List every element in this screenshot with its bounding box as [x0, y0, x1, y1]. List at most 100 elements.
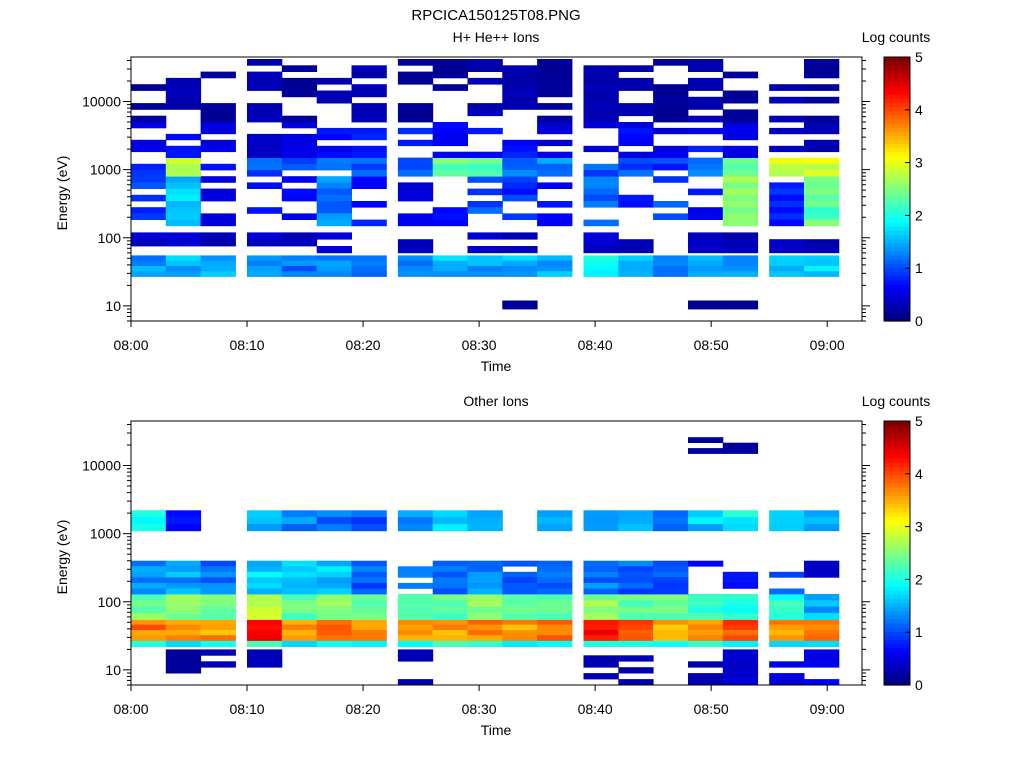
heatmap-cell — [200, 661, 236, 668]
colorbar-swatch — [884, 77, 910, 83]
heatmap-cell — [397, 219, 434, 227]
heatmap-cell — [131, 594, 167, 601]
heatmap-cell — [432, 640, 468, 647]
colorbar-swatch — [884, 425, 910, 430]
colorbar-tick-label: 4 — [915, 466, 923, 482]
heatmap-cell — [397, 59, 434, 66]
heatmap-cell — [397, 594, 434, 601]
heatmap-cell — [397, 127, 434, 135]
heatmap-cell — [804, 640, 840, 647]
heatmap-cell — [804, 170, 840, 177]
heatmap-cell — [804, 619, 840, 626]
heatmap-cell — [432, 560, 468, 567]
colorbar-swatch — [884, 102, 910, 108]
heatmap-cell — [537, 606, 573, 614]
heatmap-cell — [432, 65, 468, 72]
heatmap-cell — [583, 594, 619, 601]
heatmap-cells — [131, 437, 840, 686]
heatmap-cell — [247, 661, 283, 668]
heatmap-cell — [804, 188, 840, 196]
heatmap-cell — [397, 655, 434, 662]
colorbar-swatch — [884, 524, 910, 529]
heatmap-cell — [397, 613, 434, 620]
colorbar-swatch — [884, 643, 910, 649]
heatmap-cell — [502, 96, 538, 104]
heatmap-cell — [502, 571, 538, 578]
heatmap-cell — [583, 582, 619, 589]
heatmap-cell — [618, 266, 654, 272]
colorbar-swatch — [884, 98, 910, 103]
heatmap-cell — [351, 510, 387, 518]
heatmap-cell — [502, 139, 538, 147]
heatmap-cell — [583, 510, 619, 518]
heatmap-cell — [247, 606, 283, 614]
heatmap-cell — [467, 201, 503, 208]
heatmap-cell — [769, 84, 805, 91]
heatmap-cell — [804, 59, 840, 66]
heatmap-cell — [131, 577, 167, 584]
heatmap-cell — [432, 207, 468, 214]
y-tick-label: 10000 — [82, 458, 121, 474]
heatmap-cell — [432, 613, 468, 620]
heatmap-cell — [722, 640, 759, 647]
heatmap-cell — [722, 510, 759, 518]
heatmap-cell — [688, 59, 724, 66]
colorbar-tick-label: 5 — [915, 49, 923, 65]
heatmap-cell — [769, 213, 805, 220]
heatmap-cell — [467, 176, 503, 183]
heatmap-cell — [653, 115, 689, 123]
heatmap-cell — [165, 201, 202, 208]
heatmap-cell — [281, 624, 318, 631]
heatmap-cell — [583, 232, 619, 240]
heatmap-cell — [165, 271, 202, 277]
heatmap-cell — [316, 90, 352, 98]
heatmap-cell — [351, 566, 387, 573]
heatmap-cell — [165, 133, 202, 141]
heatmap-cell — [769, 661, 805, 668]
heatmap-cell — [502, 582, 538, 589]
heatmap-cell — [804, 163, 840, 171]
colorbar-swatch — [884, 213, 910, 219]
heatmap-cell — [351, 84, 387, 91]
colorbar-swatch — [884, 487, 910, 492]
heatmap-cell — [397, 271, 434, 277]
heatmap-cell — [769, 600, 805, 608]
heatmap-cell — [165, 188, 202, 196]
colorbar-swatch — [884, 61, 910, 66]
heatmap-cell — [165, 667, 202, 674]
heatmap-cell — [351, 266, 387, 272]
colorbar-swatch — [884, 482, 910, 488]
heatmap-cell — [804, 122, 840, 129]
heatmap-cell — [804, 213, 840, 220]
heatmap-cell — [281, 560, 318, 567]
heatmap-cell — [131, 103, 167, 110]
colorbar-swatch — [884, 598, 910, 604]
heatmap-cell — [502, 588, 538, 595]
heatmap-cell — [688, 606, 724, 614]
colorbar-swatch — [884, 135, 910, 141]
heatmap-cell — [688, 640, 724, 647]
heatmap-cell — [467, 271, 503, 277]
colorbar-tick-label: 2 — [915, 207, 923, 223]
heatmap-cell — [537, 182, 573, 189]
heatmap-cell — [618, 194, 654, 202]
heatmap-cell — [200, 194, 236, 202]
heatmap-cell — [653, 594, 689, 601]
heatmap-cell — [200, 640, 236, 647]
heatmap-cell — [247, 84, 283, 91]
heatmap-cell — [502, 560, 538, 567]
heatmap-cell — [432, 571, 468, 578]
heatmap-cell — [467, 588, 503, 595]
heatmap-cell — [247, 600, 283, 608]
heatmap-cell — [618, 103, 654, 110]
heatmap-cell — [200, 122, 236, 129]
heatmap-cell — [131, 182, 167, 189]
heatmap-cell — [165, 232, 202, 240]
heatmap-cell — [131, 207, 167, 214]
heatmap-cell — [653, 163, 689, 171]
colorbar-tick-label: 1 — [915, 260, 923, 276]
heatmap-cell — [281, 163, 318, 171]
heatmap-cell — [247, 239, 283, 247]
heatmap-cell — [247, 577, 283, 584]
colorbar-swatch — [884, 639, 910, 645]
